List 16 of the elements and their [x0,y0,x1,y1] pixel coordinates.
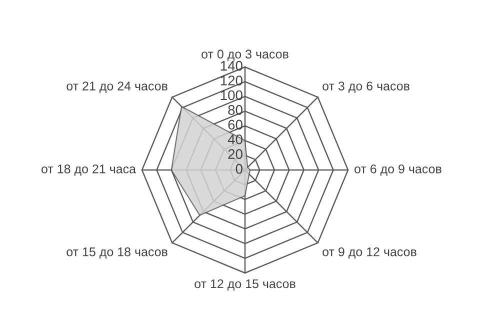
y-tick-label: 40 [228,134,242,144]
spoke-label: от 9 до 12 часов [322,247,416,259]
y-tick-label: 100 [220,90,242,100]
spoke-label: от 0 до 3 часов [202,50,288,61]
y-tick-label: 80 [228,105,242,115]
y-tick-label: 60 [228,120,242,130]
spoke-label: от 12 до 15 часов [194,279,296,291]
y-tick-label: 120 [220,76,242,86]
spoke-label: от 3 до 6 часов [322,82,410,93]
y-tick-label: 0 [236,164,242,174]
spoke-label: от 15 до 18 часов [66,247,168,259]
spoke-label: от 6 до 9 часов [354,164,442,176]
spoke-label: от 21 до 24 часов [66,82,168,93]
spoke-label: от 18 до 21 часа [42,164,136,176]
y-tick-label: 20 [228,149,242,160]
y-tick-label: 140 [220,60,242,71]
